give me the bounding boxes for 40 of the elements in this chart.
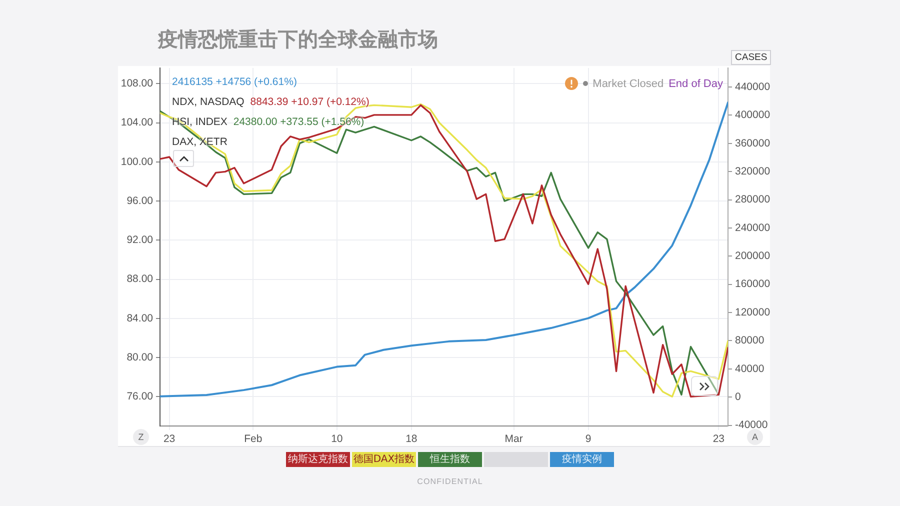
y2-tick-label: 280000 — [735, 194, 770, 206]
y2-tick-label: 440000 — [735, 80, 770, 93]
x-tick-label: 23 — [712, 433, 725, 446]
y-tick-label: 88.00 — [126, 273, 154, 286]
y-tick-label: 100.00 — [120, 156, 154, 168]
y-tick-label: 96.00 — [126, 194, 154, 207]
y2-tick-label: 360000 — [735, 137, 770, 150]
y2-tick-label: 40000 — [735, 362, 764, 375]
x-tick-label: 9 — [585, 433, 592, 446]
x-tick-label: Feb — [244, 433, 262, 446]
chart-title: 疫情恐慌重击下的全球金融市场 — [158, 27, 438, 51]
text: 恒生指数 — [430, 454, 470, 465]
x-tick-label: Mar — [504, 433, 524, 446]
y-tick-label: 92.00 — [126, 234, 154, 246]
y-tick-label: 108.00 — [120, 78, 154, 90]
text: CONFIDENTIAL — [417, 477, 483, 486]
y-tick-label: 104.00 — [120, 116, 154, 129]
y2-tick-label: 200000 — [735, 250, 770, 262]
y-tick-label: 76.00 — [126, 390, 154, 403]
y2-tick-label: 0 — [735, 390, 741, 403]
annotation: NDX, NASDAQ 8843.39 +10.97 (+0.12%) — [172, 96, 370, 108]
y2-tick-label: 160000 — [735, 278, 770, 290]
y-tick-label: 80.00 — [126, 351, 154, 364]
y2-tick-label: 320000 — [735, 165, 770, 178]
annotation: End of Day — [668, 78, 723, 90]
x-tick-label: 10 — [331, 433, 343, 446]
y2-axis-title: CASES — [735, 52, 768, 63]
x-tick-label: 23 — [163, 433, 176, 446]
x-tick-label: 18 — [406, 433, 418, 446]
y2-tick-label: 120000 — [735, 306, 770, 318]
y2-tick-label: 400000 — [735, 109, 770, 122]
text: 疫情实例 — [562, 454, 602, 465]
annotation: Market Closed — [592, 78, 664, 90]
text: 德国DAX指数 — [353, 454, 415, 465]
y2-tick-label: 240000 — [735, 222, 770, 234]
annotation: 2416135 +14756 (+0.61%) — [172, 76, 297, 88]
y-tick-label: 84.00 — [126, 312, 154, 324]
text: 纳斯达克指数 — [288, 454, 348, 465]
y2-tick-label: -40000 — [735, 419, 768, 432]
y2-tick-label: 80000 — [735, 334, 764, 347]
